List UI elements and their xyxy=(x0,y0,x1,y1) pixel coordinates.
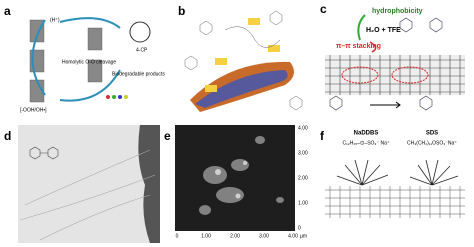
label: SDS xyxy=(426,131,438,137)
panel-a: a (H⁺) Homolytic O-O cleavage Biodegrada… xyxy=(4,4,165,113)
label: Biodegradable products xyxy=(112,71,165,77)
panel-label: c xyxy=(320,2,327,16)
label: (H⁺) xyxy=(50,17,60,23)
panel-f: f NaDDBS SDS C₁₂H₂₅–⌬–SO₃⁻ Na⁺ CH₃(CH₂)₁… xyxy=(320,129,465,218)
label: NaDDBS xyxy=(354,131,379,137)
y-tick-label: 4.00 xyxy=(298,125,308,131)
panel-label: d xyxy=(4,129,11,143)
label: C₁₂H₂₅–⌬–SO₃⁻ Na⁺ xyxy=(342,140,389,146)
axis-unit: µm xyxy=(300,233,307,239)
label: CH₃(CH₂)₁₁OSO₃⁻Na⁺ xyxy=(407,140,457,146)
panel-label: f xyxy=(320,129,325,143)
x-tick-label: 4.00 xyxy=(288,233,298,239)
panel-d: d xyxy=(4,125,160,243)
label: 4-CP xyxy=(136,47,148,53)
panel-c: c hydrophobicity H₂O + TFE π–π stacking xyxy=(320,2,465,111)
x-tick-label: 2.00 xyxy=(230,233,240,239)
y-tick-label: 2.00 xyxy=(298,175,308,181)
x-tick-label: 3.00 xyxy=(259,233,269,239)
label: Homolytic O-O cleavage xyxy=(62,59,116,65)
label: hydrophobicity xyxy=(372,8,423,15)
label: H₂O + TFE xyxy=(366,27,401,34)
panel-b: b xyxy=(178,4,303,112)
panel-label: a xyxy=(4,4,11,18)
y-tick-label: 3.00 xyxy=(298,150,308,156)
label: [-OOH/OH•] xyxy=(20,107,47,113)
x-tick-label: 0 xyxy=(176,233,179,239)
panel-label: e xyxy=(164,129,171,143)
y-tick-label: 0 xyxy=(298,225,301,231)
label: π–π stacking xyxy=(336,43,381,50)
y-tick-label: 1.00 xyxy=(298,200,308,206)
panel-label: b xyxy=(178,4,185,18)
x-tick-label: 1.00 xyxy=(201,233,211,239)
